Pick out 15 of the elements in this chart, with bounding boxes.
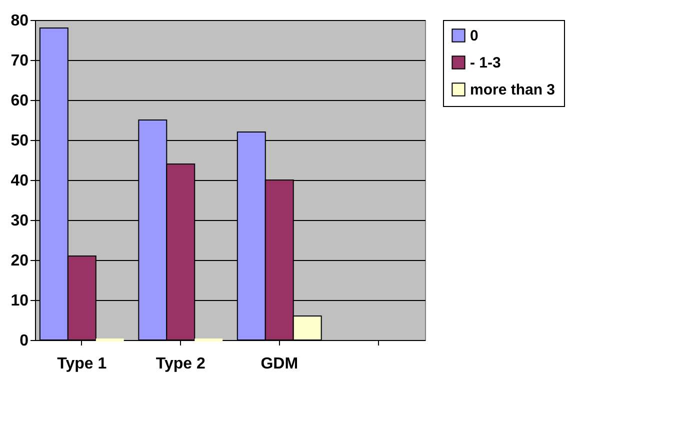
x-tick-label: Type 1 [57,356,107,372]
y-tick-label: 40 [10,172,29,190]
y-tick-label: 50 [10,132,29,150]
y-tick-label: 80 [10,12,29,30]
legend-label: 0 [470,28,478,44]
x-tick-label: GDM [260,356,298,372]
y-tick-label: 60 [10,92,29,110]
x-tick-label: Type 2 [156,356,206,372]
legend-label: - 1-3 [470,54,501,72]
y-tick-label: 30 [10,212,29,230]
legend-label: more than 3 [470,82,556,98]
y-tick-label: 10 [10,292,29,310]
y-tick-label: 20 [10,252,29,270]
y-tick-label: 0 [20,332,29,350]
y-tick-label: 70 [10,52,29,70]
